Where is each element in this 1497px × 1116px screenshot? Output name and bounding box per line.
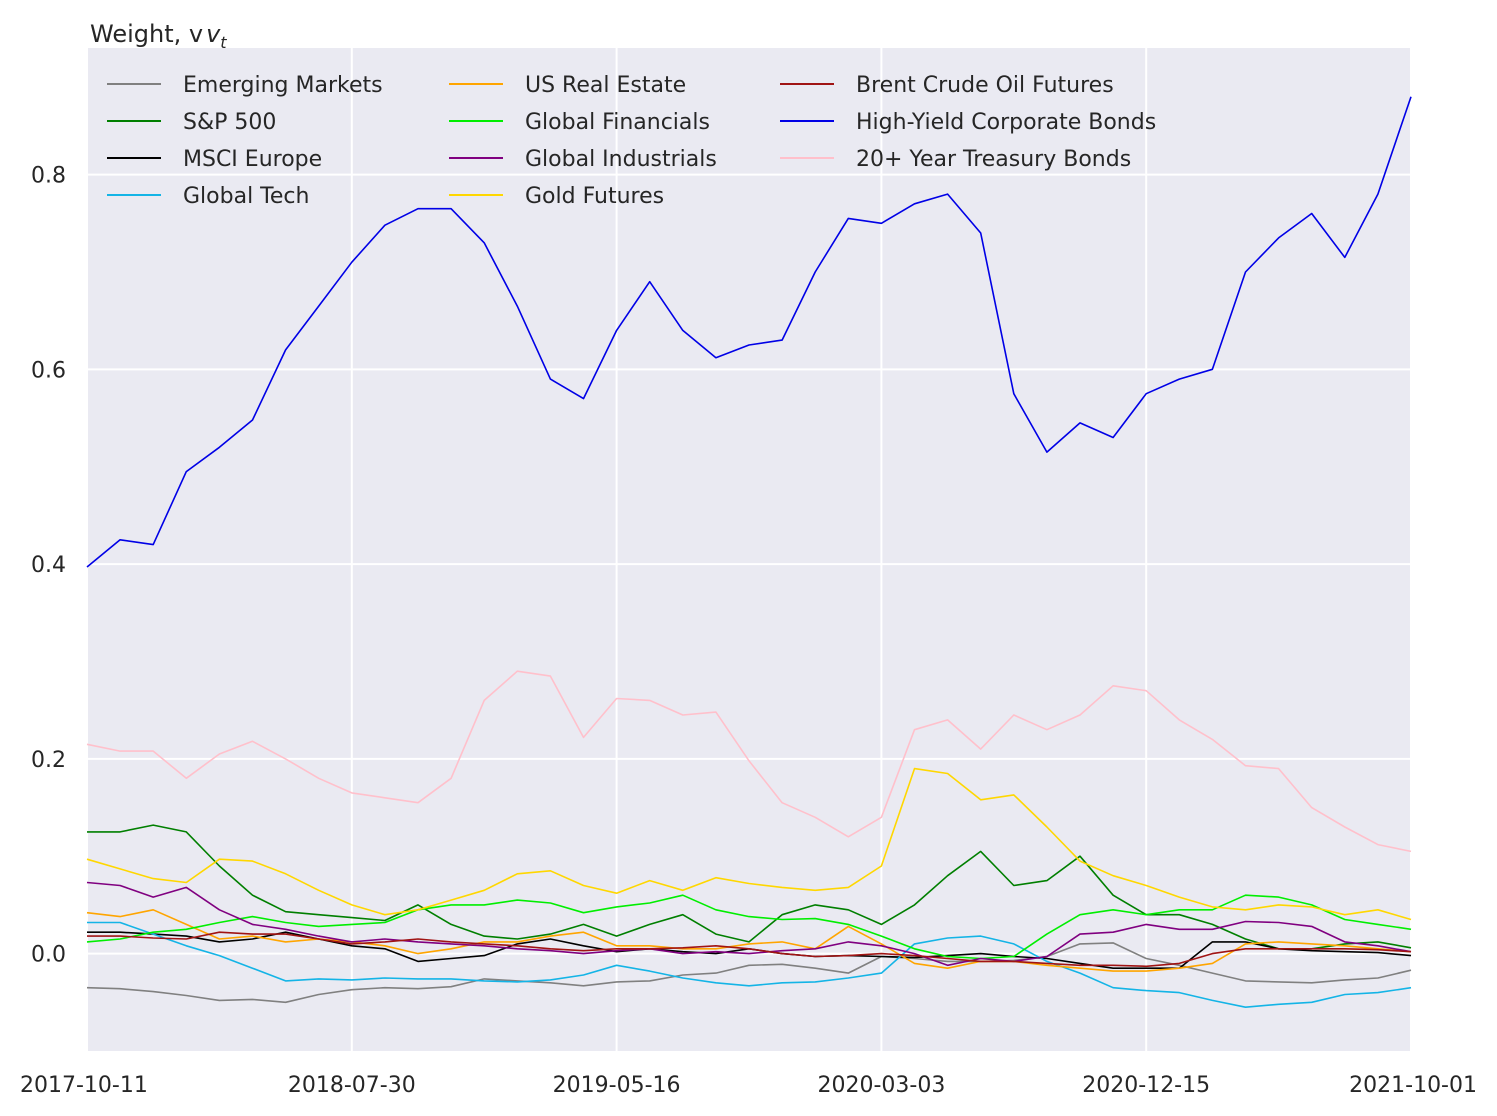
series-line [87, 824, 1412, 950]
legend-label: Global Financials [525, 110, 710, 135]
x-tick-label: 2021-10-01 [1349, 1073, 1477, 1098]
grid-lines [86, 48, 1412, 1051]
y-tick-label: 0.0 [31, 943, 66, 968]
series-line [86, 96, 1412, 568]
y-axis-label-italic: v [206, 20, 221, 48]
y-axis-label-subscript: t [220, 33, 227, 52]
x-tick-label: 2019-05-16 [553, 1073, 681, 1098]
legend-label: Brent Crude Oil Futures [856, 73, 1114, 98]
legend-label: Gold Futures [525, 184, 664, 209]
series-line [86, 908, 1412, 972]
legend-label: Global Industrials [525, 147, 717, 172]
legend-label: High-Yield Corporate Bonds [856, 110, 1156, 135]
legend-label: US Real Estate [525, 73, 686, 98]
series-layer [86, 96, 1412, 1009]
y-tick-label: 0.2 [31, 748, 66, 773]
y-tick-label: 0.8 [31, 164, 66, 189]
series-line [86, 894, 1412, 960]
series-line [87, 931, 1412, 968]
legend-label: Emerging Markets [183, 73, 383, 98]
series-line [86, 881, 1412, 967]
x-tick-label: 2018-07-30 [288, 1073, 416, 1098]
x-tick-label: 2017-10-11 [20, 1073, 148, 1098]
y-tick-label: 0.4 [31, 553, 66, 578]
y-tick-label: 0.6 [31, 358, 66, 383]
series-line [86, 670, 1412, 853]
y-axis-label: Weight, v vt [90, 20, 227, 52]
y-axis-ticks: 0.0 0.2 0.4 0.6 0.8 [31, 164, 66, 968]
legend-label: Global Tech [183, 184, 309, 209]
x-axis-ticks: 2017-10-11 2018-07-30 2019-05-16 2020-03-03… [20, 1073, 1477, 1098]
series-line [87, 921, 1412, 1009]
legend-label: MSCI Europe [183, 147, 322, 172]
legend: Emerging Markets S&P 500 MSCI Europe Global… [107, 73, 1156, 209]
series-line [86, 942, 1412, 1004]
x-tick-label: 2020-03-03 [817, 1073, 945, 1098]
x-tick-label: 2020-12-15 [1082, 1073, 1210, 1098]
series-line [86, 767, 1412, 921]
legend-label: 20+ Year Treasury Bonds [856, 147, 1131, 172]
legend-label: S&P 500 [183, 110, 276, 135]
